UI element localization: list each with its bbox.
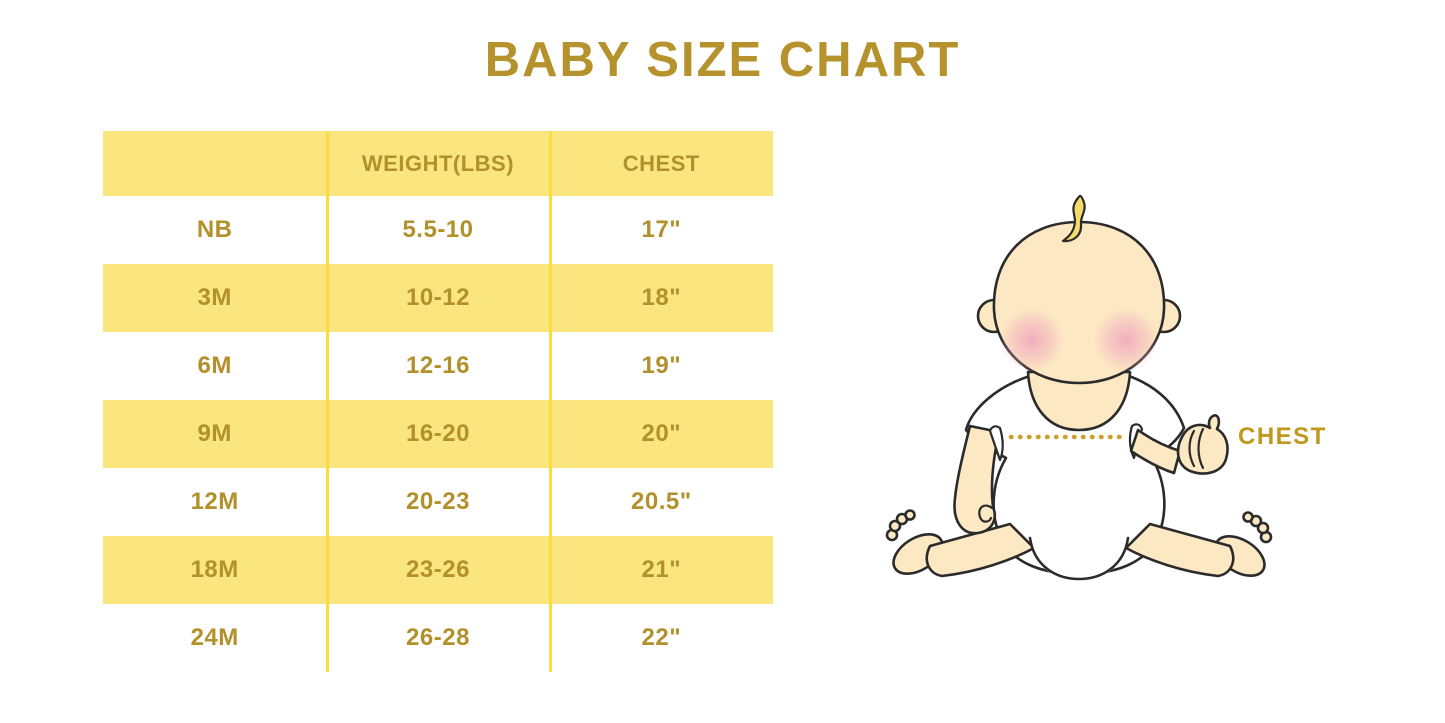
header-cell-size (103, 131, 326, 196)
baby-left-toe (904, 509, 916, 521)
cell-weight: 10-12 (406, 284, 470, 311)
table-row: NB 5.5-10 17" (103, 196, 773, 264)
cell-size: 24M (190, 624, 239, 651)
baby-diagram-svg (885, 194, 1273, 581)
cell-weight: 12-16 (406, 352, 470, 379)
table-row: 24M 26-28 22" (103, 604, 773, 672)
table-row: 9M 16-20 20" (103, 400, 773, 468)
cell-size: 9M (197, 420, 232, 447)
baby-hair-tuft (1061, 194, 1086, 243)
header-cell-chest: CHEST (622, 150, 700, 176)
baby-left-arm (953, 424, 1001, 535)
baby-fist-knuckle (1197, 427, 1205, 470)
baby-right-cheek (1094, 308, 1158, 372)
baby-neck (1026, 370, 1132, 432)
page-title: BABY SIZE CHART (484, 33, 961, 87)
cell-weight: 23-26 (406, 556, 470, 583)
header-cell-weight: WEIGHT(LBS) (361, 150, 515, 176)
column-divider (549, 131, 552, 672)
baby-left-sleeve-notch (988, 425, 1004, 462)
baby-right-fist (1176, 414, 1229, 475)
cell-size: 18M (190, 556, 239, 583)
size-table: WEIGHT(LBS) CHEST NB 5.5-10 17" 3M 10-12… (103, 131, 773, 672)
cell-chest: 18" (641, 284, 682, 311)
table-body: NB 5.5-10 17" 3M 10-12 18" 6M 12-16 19" … (103, 196, 773, 672)
cell-chest: 20" (641, 420, 682, 447)
cell-weight: 20-23 (406, 488, 470, 515)
cell-weight: 26-28 (406, 624, 470, 651)
cell-chest: 19" (641, 352, 682, 379)
cell-chest: 21" (641, 556, 682, 583)
baby-right-arm (1129, 428, 1182, 475)
column-divider (326, 131, 329, 672)
cell-size: NB (196, 216, 233, 243)
baby-left-cheek (1000, 308, 1064, 372)
baby-diaper-outline (1028, 536, 1130, 581)
baby-left-toe (888, 519, 902, 533)
baby-right-toe (1242, 511, 1254, 523)
cell-weight: 5.5-10 (402, 216, 474, 243)
table-row: 6M 12-16 19" (103, 332, 773, 400)
baby-diaper (1032, 520, 1126, 580)
baby-fist-knuckle (1188, 429, 1196, 468)
baby-left-hand-curl (978, 504, 994, 523)
table-header-row: WEIGHT(LBS) CHEST (103, 131, 773, 196)
chest-label: CHEST (1238, 423, 1327, 450)
table-row: 18M 23-26 21" (103, 536, 773, 604)
cell-size: 12M (190, 488, 239, 515)
cell-chest: 17" (641, 216, 682, 243)
cell-chest: 20.5" (631, 488, 692, 515)
cell-chest: 22" (641, 624, 682, 651)
cell-size: 6M (197, 352, 232, 379)
table-row: 3M 10-12 18" (103, 264, 773, 332)
table-row: 12M 20-23 20.5" (103, 468, 773, 536)
baby-right-thigh (1124, 522, 1235, 578)
cell-size: 3M (197, 284, 232, 311)
baby-illustration (880, 180, 1280, 610)
cell-weight: 16-20 (406, 420, 470, 447)
baby-right-toe (1256, 521, 1270, 535)
baby-left-thigh (925, 522, 1036, 578)
